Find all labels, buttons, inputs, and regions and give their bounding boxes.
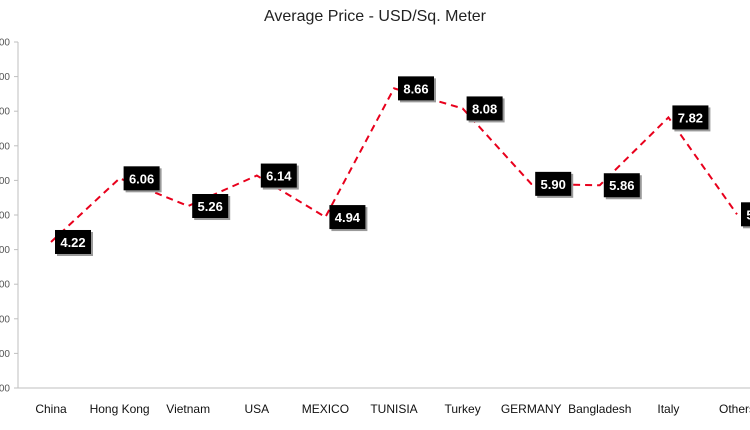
x-tick-label: Turkey <box>444 402 480 416</box>
x-axis: China Hong Kong Vietnam USA MEXICO TUNISIA Tur… <box>35 402 750 416</box>
data-label: 8.66 <box>398 76 436 103</box>
data-label: 8.08 <box>466 96 505 123</box>
data-label: 6.06 <box>123 166 162 193</box>
data-label-box <box>466 96 503 121</box>
data-label-text: 5.02 <box>746 207 750 222</box>
y-tick-label: 3.00 <box>0 280 10 291</box>
y-tick-label: 1.00 <box>0 349 10 360</box>
x-tick-label: MEXICO <box>302 402 349 416</box>
x-tick-label: GERMANY <box>501 402 562 416</box>
data-label: 6.14 <box>260 163 299 190</box>
data-label-text: 4.22 <box>60 235 85 250</box>
y-tick-label: 0.00 <box>0 384 10 395</box>
data-label: 7.82 <box>672 105 711 132</box>
data-label-text: 5.26 <box>198 199 223 214</box>
y-tick-label: 7.00 <box>0 141 10 152</box>
x-tick-label: China <box>35 402 67 416</box>
x-tick-label: USA <box>244 402 269 416</box>
x-tick-label: Vietnam <box>166 402 210 416</box>
data-label-box <box>398 76 434 101</box>
data-label-box <box>260 163 297 188</box>
y-tick-label: 9.00 <box>0 72 10 83</box>
data-label: 5.90 <box>535 171 574 198</box>
data-label-box <box>329 205 366 230</box>
data-label-text: 8.66 <box>403 81 428 96</box>
y-tick-label: 4.00 <box>0 245 10 256</box>
x-tick-label: Hong Kong <box>90 402 150 416</box>
data-label-box <box>672 105 709 130</box>
data-label-text: 6.06 <box>129 171 154 186</box>
data-label: 5.86 <box>603 173 642 200</box>
data-label-text: 4.94 <box>335 210 361 225</box>
data-labels: 4.22 6.06 5.26 6.14 4.94 8.66 8.08 5.90 5.86 7.82… <box>55 76 750 256</box>
data-label-box <box>603 173 640 198</box>
data-label: 4.94 <box>329 205 368 232</box>
data-label-text: 6.14 <box>266 169 292 184</box>
data-label: 5.02 <box>741 202 750 229</box>
data-label-box <box>123 166 160 191</box>
data-label: 5.26 <box>192 194 231 221</box>
series-line <box>50 87 738 243</box>
y-tick-label: 10.00 <box>0 38 10 49</box>
data-label-text: 5.90 <box>541 177 566 192</box>
y-axis: 0.00 1.00 2.00 3.00 4.00 5.00 6.00 7.00 8.00 9.00… <box>0 38 18 395</box>
data-label-box <box>741 202 750 227</box>
data-label-box <box>535 171 572 196</box>
data-label-box <box>192 194 229 219</box>
data-label-text: 5.86 <box>609 178 634 193</box>
chart-title: Average Price - USD/Sq. Meter <box>263 8 486 25</box>
x-tick-label: TUNISIA <box>370 402 417 416</box>
x-tick-label: Italy <box>657 402 679 416</box>
x-tick-label: Bangladesh <box>568 402 631 416</box>
data-label-text: 7.82 <box>678 110 703 125</box>
y-tick-label: 5.00 <box>0 211 10 222</box>
y-tick-label: 2.00 <box>0 314 10 325</box>
data-label: 4.22 <box>55 229 93 256</box>
x-tick-label: Others <box>719 402 750 416</box>
data-label-box <box>55 229 91 254</box>
y-tick-label: 8.00 <box>0 107 10 118</box>
data-label-text: 8.08 <box>472 101 497 116</box>
y-tick-label: 6.00 <box>0 176 10 187</box>
